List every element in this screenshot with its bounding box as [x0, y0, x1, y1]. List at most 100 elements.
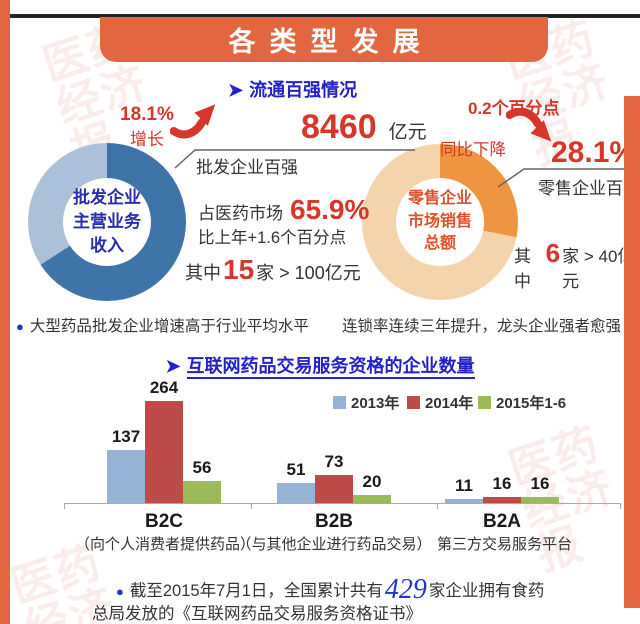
share-value: 65.9% [290, 194, 370, 225]
section-title-text: 互联网药品交易服务资格的企业数量 [186, 356, 475, 379]
section-title-text: 流通百强情况 [249, 80, 358, 100]
bar [521, 497, 559, 503]
legend-item-2014: 2014年 [407, 392, 473, 413]
title-banner: 各类型发展 [100, 17, 548, 62]
bar [353, 495, 391, 503]
bullet-icon: ● [116, 584, 124, 599]
bar-value: 137 [111, 427, 141, 446]
bar-value: 264 [149, 378, 179, 397]
bar [483, 497, 521, 503]
bar-b2c-2015: 56 [183, 458, 221, 503]
legend-item-2015: 2015年1-6 [478, 392, 566, 413]
retail-donut-hole: 零售企业 市场销售 总额 [396, 178, 484, 266]
retail-decline-label: 同比下降 [440, 141, 506, 159]
axis-tick [64, 503, 65, 509]
bar-b2a-2014: 16 [483, 474, 521, 503]
footnote-text: 截至2015年7月1日，全国累计共有 [129, 582, 383, 600]
bar-value: 51 [286, 460, 306, 479]
category-label-b2c: B2C [144, 511, 183, 532]
decline-down-arrow-icon [506, 108, 552, 144]
note-text: 大型药品批发企业增速高于行业平均水平 [29, 318, 309, 335]
wholesale-share: 占医药市场 65.9% [198, 194, 369, 226]
bullet-icon: ● [16, 319, 24, 334]
count-value: 15 [223, 254, 255, 285]
wholesale-donut-hole: 批发企业 主营业务 收入 [62, 177, 152, 267]
wholesale-share-note: 比上年+1.6个百分点 [198, 229, 347, 247]
bar-b2b-2014: 73 [315, 452, 353, 503]
share-prefix: 占医药市场 [198, 204, 283, 223]
bar [107, 450, 145, 503]
top-rule [10, 14, 640, 18]
legend-label: 2014年 [425, 395, 474, 412]
wholesale-total-unit: 亿元 [388, 122, 427, 143]
wholesale-total: 8460 亿元 [301, 108, 427, 147]
bar-b2c-2013: 137 [107, 427, 145, 503]
donut-label-line: 零售企业 [407, 190, 472, 208]
footnote-line1: ● 截至2015年7月1日，全国累计共有 429 家企业拥有食药 [116, 574, 545, 605]
legend-swatch-2013 [333, 396, 346, 409]
bar [183, 481, 221, 503]
note-wholesale: ● 大型药品批发企业增速高于行业平均水平 [16, 314, 309, 336]
section-title-internet: ➤ 互联网药品交易服务资格的企业数量 [0, 352, 640, 379]
bar [145, 401, 183, 503]
wholesale-count: 其中 15 家 > 100亿元 [185, 254, 361, 286]
legend-label: 2015年1-6 [496, 395, 567, 412]
count-prefix: 其中 [185, 263, 221, 283]
bar-b2b-2013: 51 [277, 460, 315, 503]
category-label-b2b: B2B [314, 511, 353, 532]
footnote-highlight-count: 429 [384, 574, 427, 605]
legend-swatch-2015 [478, 396, 491, 409]
axis-tick [620, 503, 621, 509]
bar-value: 20 [362, 472, 382, 491]
category-note-b2b: （与其他企业进行药品交易） [236, 536, 432, 553]
bar-b2c-2014: 264 [145, 378, 183, 503]
note-retail: 连锁率连续三年提升，龙头企业强者愈强 [336, 314, 621, 336]
category-note-b2c: （向个人消费者提供药品） [74, 536, 255, 553]
wholesale-total-value: 8460 [301, 108, 377, 146]
right-accent-border [624, 96, 640, 608]
count-suffix: 家 > 100亿元 [256, 263, 361, 283]
legend-label: 2013年 [351, 395, 400, 412]
section-title-circulation: ➤ 流通百强情况 [228, 76, 357, 102]
arrow-marker-icon: ➤ [228, 80, 244, 100]
donut-label-line: 收入 [90, 235, 124, 255]
x-axis [64, 503, 620, 504]
retail-callout-label: 零售企业百强 [538, 179, 640, 198]
bar [445, 499, 483, 503]
bar-value: 56 [192, 458, 212, 477]
bar-value: 11 [455, 476, 473, 495]
donut-label-line: 批发企业 [73, 188, 141, 208]
wholesale-donut-chart: 批发企业 主营业务 收入 [28, 143, 186, 301]
note-text: 连锁率连续三年提升，龙头企业强者愈强 [342, 318, 622, 335]
retail-donut-chart: 零售企业 市场销售 总额 [362, 144, 518, 300]
count-prefix: 其中 [514, 247, 531, 291]
wholesale-growth-label: 增长 [130, 130, 164, 149]
count-suffix: 家 > 40亿元 [562, 247, 635, 291]
bar-value: 16 [492, 474, 512, 493]
axis-tick [437, 503, 438, 509]
count-value: 6 [545, 238, 561, 268]
donut-label-line: 市场销售 [407, 212, 472, 230]
bar [277, 483, 315, 503]
bar-b2a-2013: 11 [445, 476, 483, 503]
donut-label-line: 总额 [423, 235, 456, 253]
legend-item-2013: 2013年 [333, 392, 399, 413]
bar-b2b-2015: 20 [353, 472, 391, 503]
retail-share-value: 28.1% [551, 136, 637, 169]
footnote-line2: 总局发放的《互联网药品交易服务资格证书》 [92, 605, 422, 623]
arrow-marker-icon: ➤ [165, 356, 181, 376]
wholesale-callout-line [172, 146, 417, 170]
wholesale-donut-label: 批发企业 主营业务 收入 [73, 186, 141, 257]
left-accent-border [0, 0, 10, 624]
donut-label-line: 主营业务 [73, 212, 141, 232]
category-label-b2a: B2A [482, 511, 521, 532]
bar-value: 16 [530, 474, 550, 493]
footnote-text: 家企业拥有食药 [428, 582, 545, 600]
growth-up-arrow-icon [170, 100, 216, 140]
legend-swatch-2014 [407, 396, 420, 409]
wholesale-growth-value: 18.1% [120, 104, 174, 125]
retail-donut-label: 零售企业 市场销售 总额 [408, 188, 472, 255]
retail-callout-line [496, 166, 632, 188]
wholesale-callout-label: 批发企业百强 [196, 158, 298, 177]
